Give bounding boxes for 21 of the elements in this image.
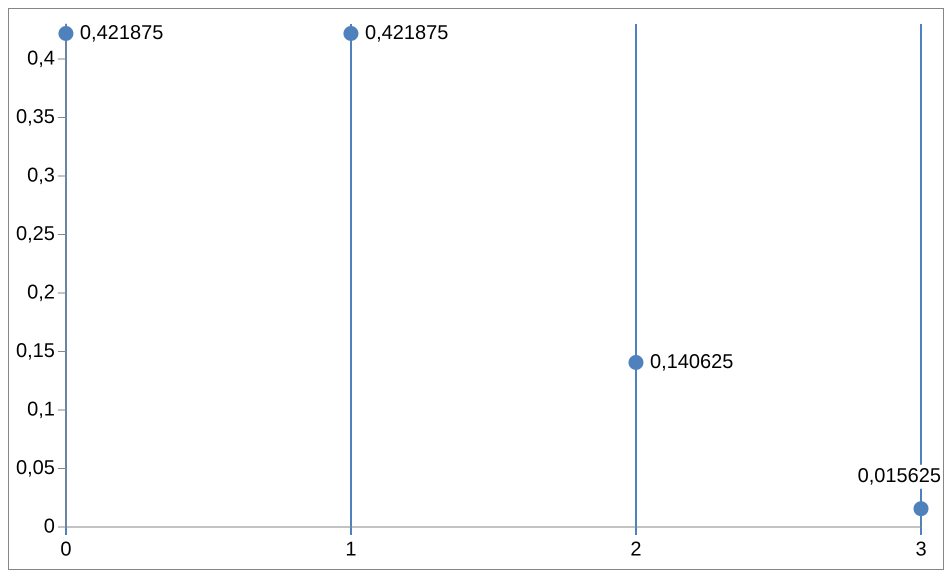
x-tick-label: 2	[630, 538, 642, 561]
x-tick-label: 3	[915, 538, 927, 561]
point	[914, 501, 928, 516]
y-tick-label: 0,25	[16, 223, 55, 246]
data-label: 0,015625	[858, 465, 941, 488]
x-tick-label: 1	[345, 538, 357, 561]
y-tick-label: 0,35	[16, 106, 55, 128]
data-label: 0,421875	[364, 22, 448, 44]
data-label: 0,421875	[80, 22, 164, 44]
x-tick-label: 0	[60, 538, 72, 561]
y-tick-label: 0,3	[27, 164, 55, 187]
y-tick-label: 0,15	[16, 340, 55, 362]
point	[58, 26, 74, 42]
y-tick-label: 0,2	[27, 282, 55, 304]
y-tick-label: 0,1	[27, 398, 55, 421]
point	[343, 26, 358, 42]
data-label: 0,140625	[650, 351, 734, 374]
y-tick-label: 0,05	[16, 457, 55, 480]
y-tick-label: 0	[44, 516, 55, 538]
point	[628, 355, 644, 370]
y-tick-label: 0,4	[27, 48, 55, 70]
